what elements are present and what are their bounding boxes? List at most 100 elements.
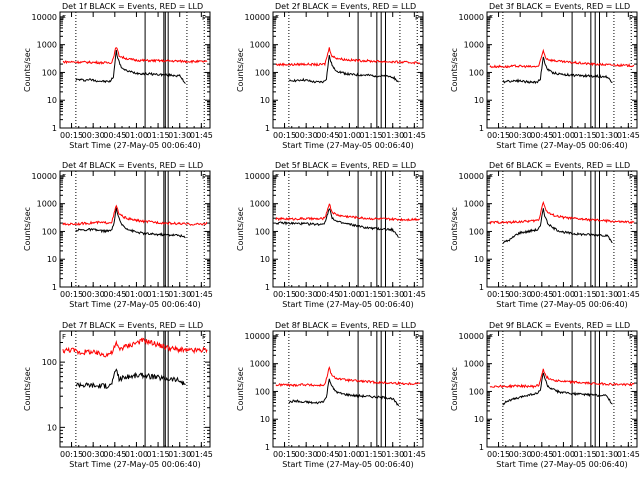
y-tick-label: 1 (52, 283, 57, 292)
x-tick-label: 00:15 (487, 290, 510, 299)
x-tick-label: 01:45 (403, 131, 426, 140)
lld-series-line (489, 48, 635, 69)
x-tick-label: 01:15 (147, 290, 170, 299)
y-tick-label: 1000 (250, 41, 270, 50)
plot-title: Det 4f BLACK = Events, RED = LLD (62, 161, 203, 170)
corner-mark-right: F (415, 173, 419, 181)
y-tick-label: 1 (479, 443, 484, 452)
y-tick-label: 10000 (459, 332, 484, 341)
corner-mark-right: F (629, 333, 633, 341)
events-series-line (75, 368, 186, 389)
x-tick-label: 01:30 (381, 131, 404, 140)
x-tick-label: 01:45 (617, 290, 640, 299)
x-tick-label: 00:45 (530, 450, 553, 459)
corner-mark-right: F (415, 333, 419, 341)
y-tick-label: 1000 (37, 41, 57, 50)
events-series-line (502, 372, 613, 406)
plot-title: Det 2f BLACK = Events, RED = LLD (275, 2, 416, 11)
lld-series-line (275, 203, 421, 222)
x-tick-label: 00:45 (530, 290, 553, 299)
y-tick-label: 1000 (250, 200, 270, 209)
y-tick-label: 100 (42, 358, 57, 367)
x-tick-label: 00:15 (60, 450, 83, 459)
plot-frame (59, 330, 211, 448)
corner-mark-left: F (62, 333, 66, 341)
corner-mark-right: F (629, 14, 633, 22)
corner-mark-left: F (62, 173, 66, 181)
y-tick-label: 10000 (32, 172, 57, 181)
x-tick-label: 01:45 (190, 290, 213, 299)
plot-frame (272, 11, 424, 129)
y-axis-label: Counts/sec (236, 207, 245, 251)
lld-series-line (62, 204, 208, 226)
plot-title: Det 7f BLACK = Events, RED = LLD (62, 321, 203, 330)
x-tick-label: 01:00 (338, 450, 361, 459)
y-tick-label: 1000 (250, 360, 270, 369)
plot-title: Det 5f BLACK = Events, RED = LLD (275, 161, 416, 170)
lld-series-line (489, 200, 635, 225)
y-tick-label: 10000 (245, 332, 270, 341)
plot-frame (59, 170, 211, 288)
x-tick-label: 00:15 (273, 290, 296, 299)
y-tick-label: 10 (47, 255, 57, 264)
x-tick-label: 01:00 (338, 290, 361, 299)
plot-panel-det-8: Det 8f BLACK = Events, RED = LLD F F 1 10 100… (236, 321, 426, 469)
plot-panel-det-4: Det 4f BLACK = Events, RED = LLD F F 1 10 100… (23, 161, 213, 309)
corner-mark-left: F (489, 173, 493, 181)
x-axis-label: Start Time (27-May-05 00:06:40) (496, 300, 627, 309)
y-tick-label: 100 (255, 68, 270, 77)
y-axis-label: Counts/sec (23, 207, 32, 251)
series-group (275, 366, 421, 407)
y-tick-label: 100 (469, 387, 484, 396)
plot-panel-det-6: Det 6f BLACK = Events, RED = LLD F F 1 10 100… (450, 161, 640, 309)
y-tick-label: 100 (255, 387, 270, 396)
x-tick-label: 00:30 (82, 290, 105, 299)
y-tick-label: 1 (265, 124, 270, 133)
x-tick-label: 01:15 (574, 450, 597, 459)
x-tick-label: 01:45 (403, 290, 426, 299)
plot-title: Det 3f BLACK = Events, RED = LLD (489, 2, 630, 11)
y-tick-label: 100 (469, 68, 484, 77)
x-tick-label: 00:45 (530, 131, 553, 140)
y-tick-label: 10 (260, 415, 270, 424)
y-axis-label: Counts/sec (450, 367, 459, 411)
y-tick-label: 1 (479, 124, 484, 133)
y-tick-label: 10 (47, 96, 57, 105)
x-tick-label: 00:45 (103, 450, 126, 459)
x-tick-label: 00:15 (60, 131, 83, 140)
x-tick-label: 01:30 (168, 131, 191, 140)
x-tick-label: 00:30 (82, 450, 105, 459)
y-tick-label: 10 (474, 255, 484, 264)
x-tick-label: 01:45 (617, 131, 640, 140)
x-tick-label: 01:30 (381, 290, 404, 299)
y-axis-label: Counts/sec (236, 367, 245, 411)
x-tick-label: 00:15 (487, 131, 510, 140)
y-tick-label: 100 (42, 227, 57, 236)
corner-mark-left: F (275, 333, 279, 341)
plot-frame (272, 170, 424, 288)
corner-mark-left: F (275, 173, 279, 181)
x-tick-label: 01:30 (595, 290, 618, 299)
x-tick-label: 00:15 (487, 450, 510, 459)
x-tick-label: 01:00 (125, 450, 148, 459)
plot-frame (486, 170, 638, 288)
x-tick-label: 00:30 (295, 450, 318, 459)
series-group (62, 47, 208, 84)
lld-series-line (489, 368, 635, 389)
x-tick-label: 00:30 (295, 131, 318, 140)
y-tick-label: 100 (469, 227, 484, 236)
plot-title: Det 1f BLACK = Events, RED = LLD (62, 2, 203, 11)
x-tick-label: 01:30 (381, 450, 404, 459)
y-axis-label: Counts/sec (23, 48, 32, 92)
x-tick-label: 01:45 (190, 131, 213, 140)
x-tick-label: 00:15 (273, 131, 296, 140)
y-tick-label: 10 (47, 423, 57, 432)
y-tick-label: 1000 (37, 200, 57, 209)
x-tick-label: 00:15 (60, 290, 83, 299)
y-tick-label: 10 (260, 255, 270, 264)
events-series-line (502, 208, 613, 244)
x-tick-label: 00:15 (273, 450, 296, 459)
x-tick-label: 01:00 (338, 131, 361, 140)
events-series-line (75, 49, 186, 84)
